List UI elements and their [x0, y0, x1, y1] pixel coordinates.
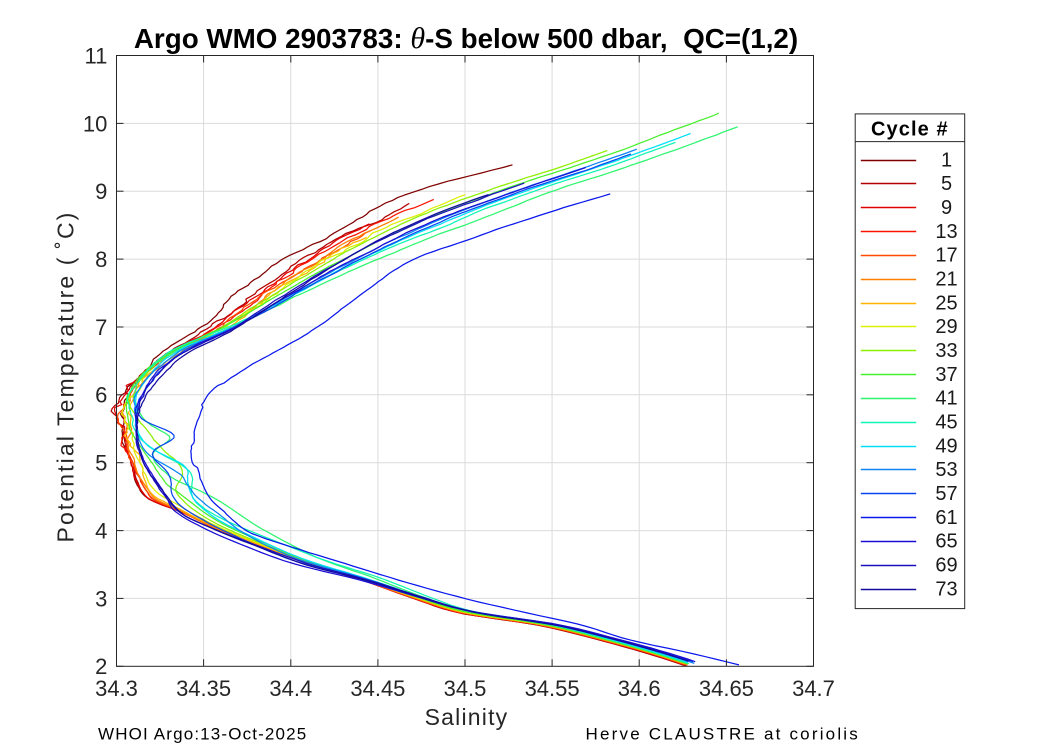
- svg-text:49: 49: [935, 435, 957, 457]
- svg-text:Salinity: Salinity: [425, 704, 509, 730]
- svg-text:WHOI Argo:13-Oct-2025: WHOI Argo:13-Oct-2025: [98, 725, 307, 744]
- svg-text:3: 3: [95, 586, 107, 611]
- svg-text:9: 9: [95, 179, 107, 204]
- svg-text:34.55: 34.55: [525, 676, 580, 701]
- svg-text:34.6: 34.6: [618, 676, 661, 701]
- svg-text:73: 73: [935, 578, 957, 600]
- svg-text:5: 5: [941, 173, 952, 195]
- svg-text:45: 45: [935, 412, 957, 434]
- svg-text:Cycle #: Cycle #: [871, 119, 949, 141]
- svg-text:7: 7: [95, 315, 107, 340]
- svg-text:6: 6: [95, 383, 107, 408]
- svg-text:57: 57: [935, 483, 957, 505]
- svg-text:34.65: 34.65: [699, 676, 754, 701]
- svg-text:4: 4: [95, 519, 107, 544]
- svg-text:25: 25: [935, 292, 957, 314]
- svg-text:21: 21: [935, 269, 957, 291]
- svg-text:17: 17: [935, 245, 957, 267]
- svg-text:Argo WMO 2903783: θ-S below 50: Argo WMO 2903783: θ-S below 500 dbar, QC…: [134, 22, 798, 55]
- svg-text:34.45: 34.45: [350, 676, 405, 701]
- svg-text:53: 53: [935, 459, 957, 481]
- svg-text:Potential Temperature ( ˚C): Potential Temperature ( ˚C): [53, 211, 79, 543]
- svg-text:10: 10: [83, 111, 107, 136]
- svg-text:37: 37: [935, 364, 957, 386]
- svg-text:34.35: 34.35: [176, 676, 231, 701]
- svg-text:34.3: 34.3: [95, 676, 138, 701]
- svg-text:29: 29: [935, 316, 957, 338]
- svg-text:11: 11: [85, 43, 108, 68]
- svg-text:5: 5: [95, 451, 107, 476]
- svg-text:2: 2: [95, 654, 107, 679]
- svg-text:13: 13: [935, 221, 957, 243]
- svg-text:61: 61: [935, 507, 957, 529]
- svg-text:1: 1: [941, 149, 952, 171]
- svg-text:34.5: 34.5: [444, 676, 487, 701]
- svg-text:69: 69: [935, 555, 957, 577]
- svg-text:Herve CLAUSTRE at coriolis: Herve CLAUSTRE at coriolis: [586, 725, 860, 744]
- svg-text:41: 41: [935, 388, 957, 410]
- svg-text:33: 33: [935, 340, 957, 362]
- svg-text:65: 65: [935, 531, 957, 553]
- svg-text:9: 9: [941, 197, 952, 219]
- svg-text:34.7: 34.7: [792, 676, 835, 701]
- svg-text:34.4: 34.4: [269, 676, 312, 701]
- svg-text:8: 8: [95, 247, 107, 272]
